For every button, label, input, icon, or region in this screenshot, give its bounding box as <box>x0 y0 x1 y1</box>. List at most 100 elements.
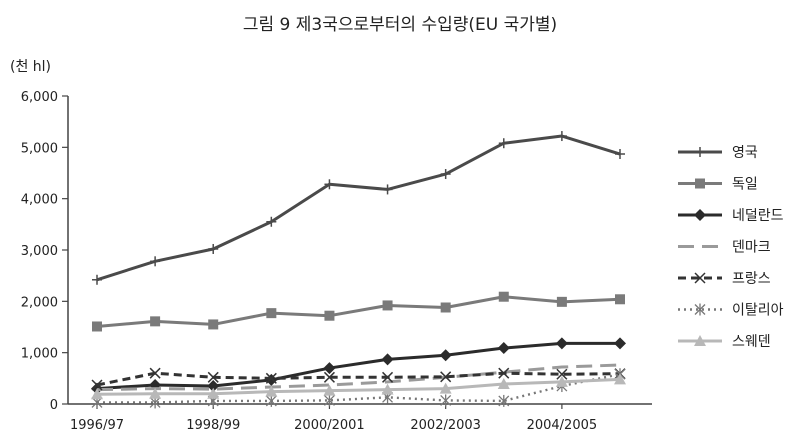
series-line <box>96 295 621 328</box>
data-point <box>439 349 452 362</box>
legend-label: 영국 <box>732 145 758 161</box>
legend-label: 네덜란드 <box>732 208 784 224</box>
y-tick-label: 1,000 <box>21 347 58 362</box>
data-point <box>498 367 510 379</box>
legend-item: 영국 <box>678 145 758 161</box>
series-layer <box>91 131 626 409</box>
data-point <box>556 296 567 307</box>
data-point <box>323 371 335 383</box>
series-line <box>96 371 621 387</box>
data-point <box>555 337 568 350</box>
data-point <box>694 335 706 346</box>
series-line <box>96 363 621 392</box>
x-axis-ticks: 1996/97 1998/99 2000/2001 2002/2003 2004/200… <box>70 404 597 433</box>
data-point <box>149 387 162 399</box>
data-point <box>266 308 277 319</box>
data-point <box>614 337 626 350</box>
y-tick-label: 4,000 <box>21 193 58 208</box>
data-point <box>324 310 335 321</box>
data-point <box>440 302 451 313</box>
data-point <box>615 294 625 305</box>
series-1 <box>92 291 625 332</box>
y-tick-label: 5,000 <box>21 141 58 156</box>
data-point <box>614 373 626 385</box>
data-point <box>324 179 335 190</box>
legend-item: 독일 <box>678 177 758 193</box>
series-line <box>96 341 620 391</box>
y-tick-label: 3,000 <box>21 244 58 259</box>
data-point <box>498 138 509 149</box>
data-point <box>265 373 278 386</box>
data-point <box>498 394 510 407</box>
data-point <box>208 243 219 254</box>
data-point <box>382 371 394 383</box>
data-point <box>207 380 220 393</box>
x-tick-label: 1998/99 <box>186 418 240 433</box>
series-5 <box>91 368 626 409</box>
data-point <box>440 394 452 407</box>
data-point <box>207 371 219 383</box>
y-unit-label: (천 hl) <box>10 59 51 75</box>
legend-item: 덴마크 <box>678 240 771 256</box>
legend-label: 독일 <box>732 177 758 193</box>
legend-item: 프랑스 <box>678 271 771 287</box>
legend-label: 덴마크 <box>732 240 771 256</box>
data-point <box>92 274 102 285</box>
data-point <box>150 316 161 327</box>
legend-label: 프랑스 <box>732 271 771 287</box>
data-point <box>381 353 394 366</box>
x-tick-label: 2004/2005 <box>527 418 598 433</box>
legend-label: 이탈리아 <box>732 303 784 319</box>
data-point <box>615 149 625 160</box>
data-point <box>497 377 510 389</box>
data-point <box>555 375 568 387</box>
data-point <box>149 367 161 379</box>
data-point <box>323 384 336 396</box>
data-point <box>497 342 510 355</box>
x-tick-label: 2000/2001 <box>294 418 365 433</box>
y-tick-label: 0 <box>50 398 58 413</box>
data-point <box>556 131 567 142</box>
y-axis-ticks: 6,000 5,000 4,000 3,000 2,000 1,000 0 <box>21 90 68 413</box>
data-point <box>440 169 451 180</box>
series-line <box>96 377 621 396</box>
series-0 <box>92 131 625 285</box>
data-point <box>207 387 220 399</box>
series-2 <box>91 337 626 395</box>
data-point <box>150 256 161 267</box>
series-line <box>96 134 621 282</box>
data-point <box>439 382 452 394</box>
data-point <box>440 371 452 383</box>
chart-title: 그림 9 제3국으로부터의 수입량(EU 국가별) <box>243 15 557 35</box>
y-tick-label: 2,000 <box>21 295 58 310</box>
data-point <box>498 291 509 302</box>
legend-label: 스웨덴 <box>732 334 771 350</box>
data-point <box>556 368 568 380</box>
data-point <box>382 300 393 311</box>
data-point <box>265 385 278 397</box>
data-point <box>382 184 393 195</box>
data-point <box>266 216 277 227</box>
data-point <box>92 321 102 332</box>
data-point <box>695 178 705 189</box>
data-point <box>265 372 277 384</box>
data-point <box>265 394 277 407</box>
x-tick-label: 2002/2003 <box>410 418 481 433</box>
x-tick-label: 1996/97 <box>70 418 124 433</box>
data-point <box>91 379 103 391</box>
data-point <box>695 147 705 157</box>
legend-item: 이탈리아 <box>678 303 784 319</box>
data-point <box>91 388 103 400</box>
series-3 <box>96 363 621 392</box>
legend-item: 스웨덴 <box>678 334 771 350</box>
series-6 <box>91 373 626 400</box>
data-point <box>694 303 706 316</box>
data-point <box>381 383 394 395</box>
legend-item: 네덜란드 <box>678 208 784 224</box>
data-point <box>208 319 219 330</box>
y-tick-label: 6,000 <box>21 90 58 105</box>
data-point <box>323 394 335 407</box>
data-point <box>323 362 336 375</box>
